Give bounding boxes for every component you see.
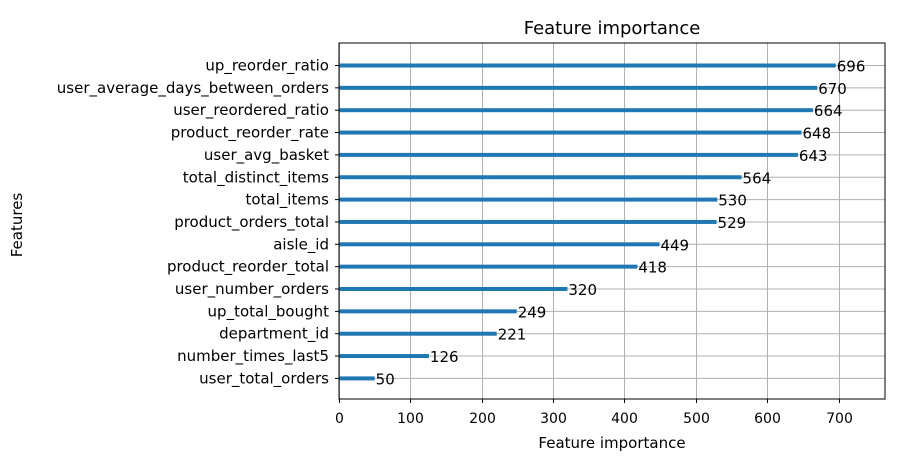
bar: [339, 287, 568, 291]
bar-value-label: 670: [818, 80, 847, 98]
y-tick-label: product_orders_total: [174, 213, 329, 232]
plot-frame: [338, 42, 886, 400]
y-tick-label: user_reordered_ratio: [173, 101, 329, 120]
bar-value-label: 221: [498, 326, 527, 344]
bar-value-label: 564: [743, 169, 772, 187]
bar-value-label: 126: [430, 348, 459, 366]
chart-title: Feature importance: [524, 18, 701, 39]
bar: [339, 354, 429, 359]
bar: [339, 219, 717, 224]
x-tick-label: 700: [826, 411, 853, 427]
bar: [339, 152, 798, 157]
bar-value-label: 449: [660, 236, 689, 254]
bar: [339, 242, 660, 247]
bar-value-label: 648: [802, 125, 831, 143]
x-tick-label: 600: [754, 411, 781, 427]
bar: [339, 376, 375, 381]
bars: [339, 63, 836, 381]
bar-value-label: 664: [814, 102, 843, 120]
bar-value-label: 249: [518, 303, 547, 321]
x-tick-label: 100: [397, 411, 424, 427]
y-tick-label: total_items: [245, 191, 329, 210]
x-axis-label: Feature importance: [538, 434, 685, 452]
y-tick-label: number_times_last5: [177, 347, 329, 366]
y-tick-label: user_number_orders: [175, 280, 329, 299]
bar-value-label: 418: [638, 259, 667, 277]
y-tick-label: user_average_days_between_orders: [57, 79, 329, 98]
bar: [339, 309, 517, 314]
x-tick-label: 400: [611, 411, 638, 427]
y-tick-label: total_distinct_items: [183, 168, 329, 187]
bar: [339, 108, 813, 113]
bar: [339, 197, 718, 202]
x-tick-label: 300: [540, 411, 567, 427]
x-tick-label: 500: [683, 411, 710, 427]
bar: [339, 85, 818, 90]
bar-value-label: 529: [718, 214, 747, 232]
bar: [339, 175, 742, 180]
y-tick-label: up_reorder_ratio: [205, 57, 329, 76]
y-tick-label: department_id: [219, 325, 329, 344]
y-tick-label: aisle_id: [273, 235, 329, 254]
y-tick-label: user_total_orders: [199, 369, 329, 388]
bar: [339, 331, 497, 336]
bar-value-label: 696: [837, 58, 866, 76]
bar-value-label: 643: [799, 147, 828, 165]
bar: [339, 63, 836, 68]
bar: [339, 264, 638, 269]
y-axis-label: Features: [8, 193, 26, 258]
bar: [339, 130, 802, 135]
value-labels: 696 670 664 648 643 564 530 529 449 418 320 249 221 1…: [376, 58, 866, 389]
y-tick-label: up_total_bought: [208, 302, 330, 321]
x-tick-label: 0: [335, 411, 344, 427]
x-axis-ticks: 0 100 200 300 400 500 600 700: [335, 399, 853, 427]
y-axis-ticks: up_reorder_ratio user_average_days_betwee…: [57, 57, 339, 388]
y-tick-label: product_reorder_total: [167, 258, 329, 277]
bar-value-label: 320: [568, 281, 597, 299]
bar-value-label: 530: [718, 192, 747, 210]
bar-value-label: 50: [376, 370, 395, 388]
y-tick-label: product_reorder_rate: [171, 124, 329, 143]
y-tick-label: user_avg_basket: [204, 146, 329, 165]
x-tick-label: 200: [469, 411, 496, 427]
